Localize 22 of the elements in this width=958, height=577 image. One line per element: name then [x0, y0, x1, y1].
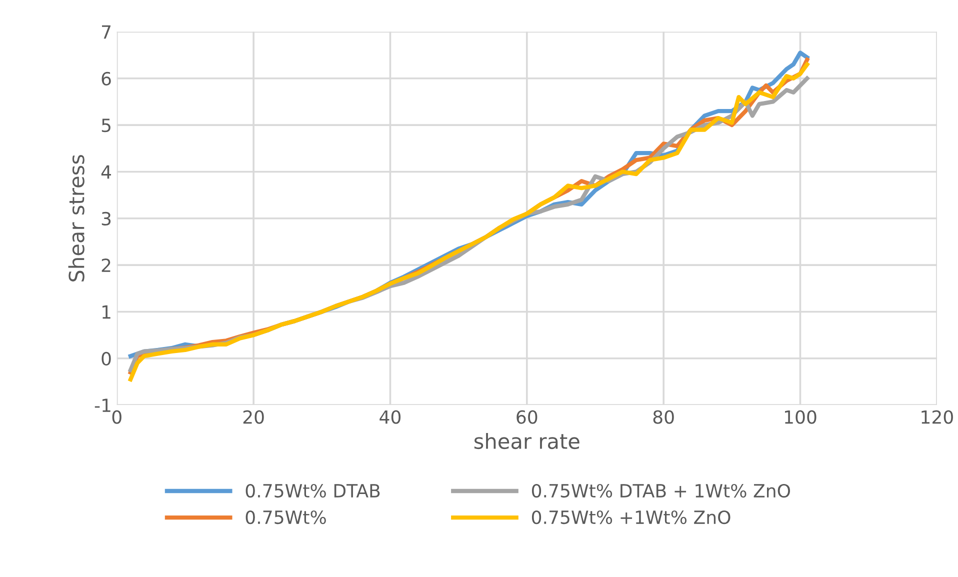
x-tick-label: 120	[922, 410, 953, 424]
x-axis-title: shear rate	[474, 432, 580, 450]
y-tick-label: 3	[102, 212, 111, 226]
y-tick-label: 7	[102, 25, 110, 39]
x-tick-label: 20	[243, 410, 264, 424]
legend-label: 0.75Wt% DTAB + 1Wt% ZnO	[532, 484, 790, 498]
y-tick-label: -1	[94, 398, 110, 412]
y-tick-label: 4	[101, 165, 111, 179]
legend-label: 0.75Wt% +1Wt% ZnO	[532, 510, 730, 524]
y-tick-label: 6	[102, 72, 111, 86]
x-tick-label: 80	[653, 410, 674, 424]
x-tick-label: 100	[785, 410, 816, 424]
x-tick-label: 60	[516, 410, 538, 424]
x-tick-label: 0	[112, 410, 122, 424]
legend-label: 0.75Wt%	[246, 510, 326, 524]
legend-label: 0.75Wt% DTAB	[246, 484, 380, 498]
y-tick-label: 1	[102, 305, 110, 319]
x-tick-label: 40	[380, 410, 401, 424]
y-tick-label: 5	[102, 118, 110, 132]
y-axis-title: Shear stress	[68, 154, 84, 282]
y-tick-label: 2	[102, 258, 110, 272]
y-tick-label: 0	[102, 352, 111, 366]
